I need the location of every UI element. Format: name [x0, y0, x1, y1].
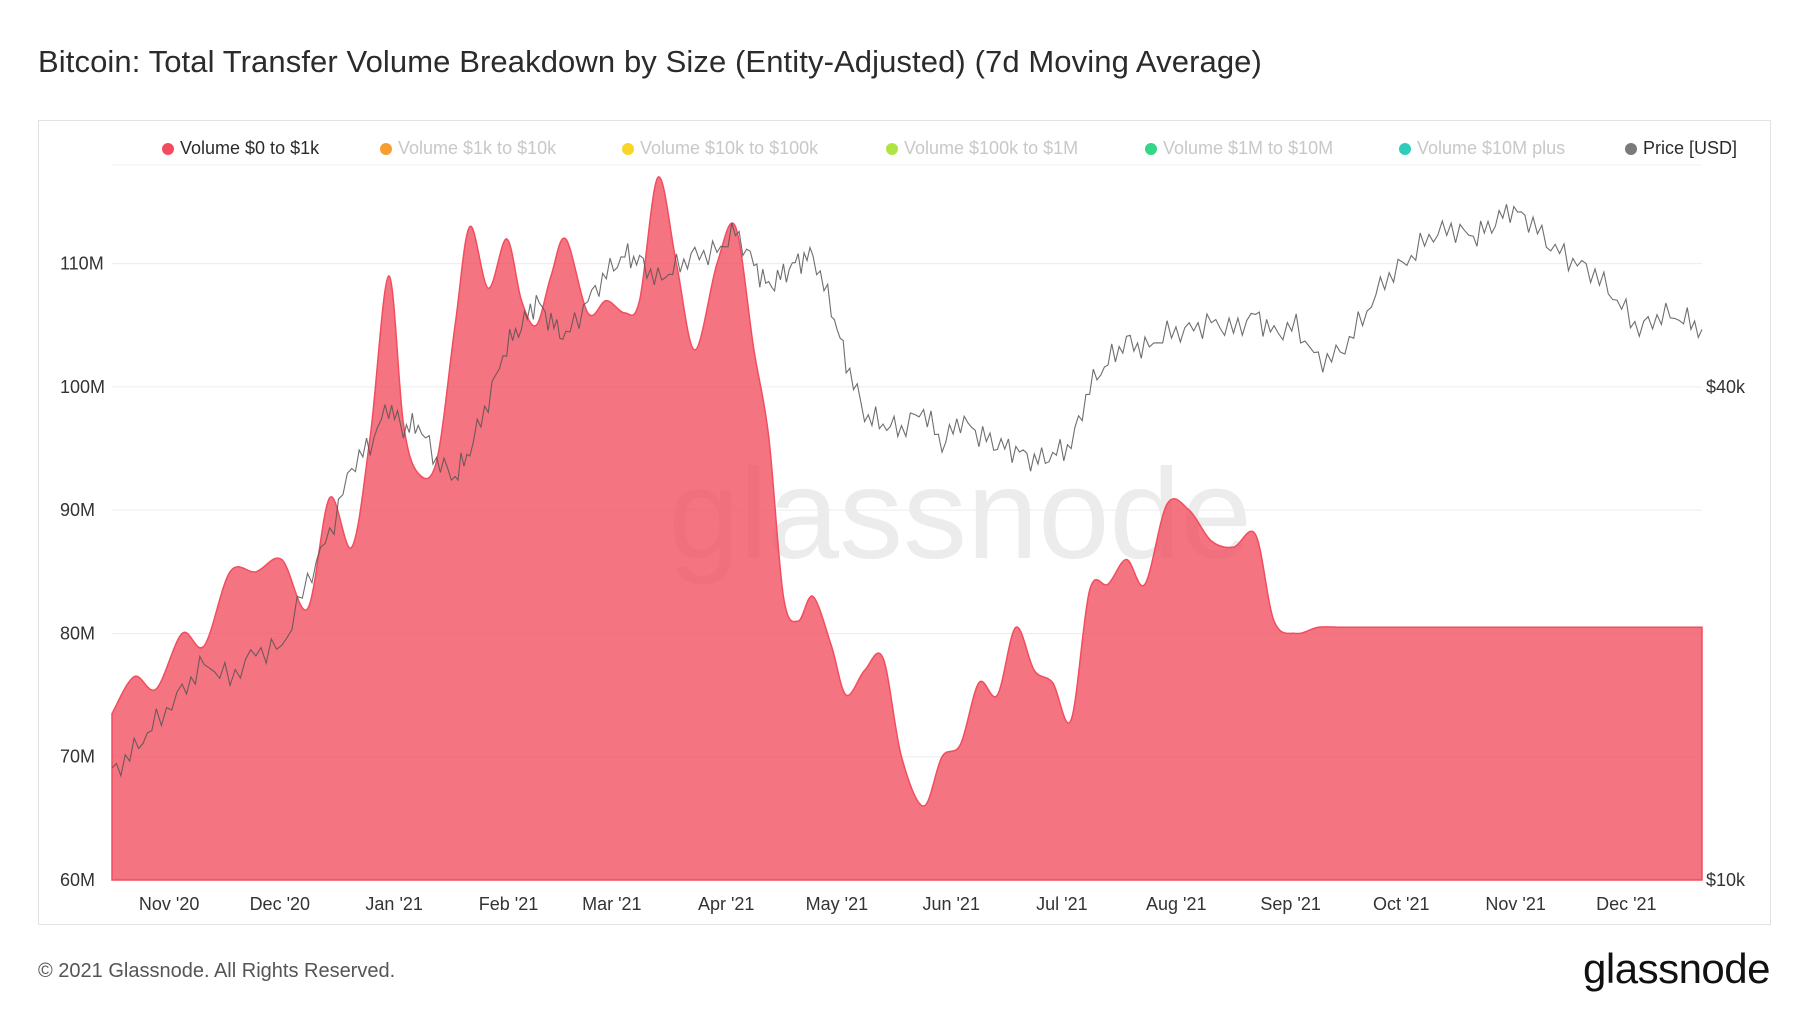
legend-dot-icon	[1145, 142, 1157, 155]
legend-dot-icon	[886, 142, 898, 155]
volume-0-1k-area	[111, 176, 1703, 881]
x-tick-label: May '21	[806, 894, 868, 914]
legend-label: Price [USD]	[1643, 138, 1738, 158]
copyright-text: © 2021 Glassnode. All Rights Reserved.	[38, 960, 396, 982]
chart-legend: Volume $0 to $1k Volume $1k to $10k Volu…	[0, 138, 1800, 162]
legend-item-vol-10k-100k[interactable]: Volume $10k to $100k	[622, 138, 818, 159]
y-axis-left: 60M 70M 80M 90M 100M 110M	[60, 254, 105, 890]
x-tick-label: Mar '21	[582, 894, 641, 914]
y-tick-label: 80M	[60, 623, 95, 643]
x-tick-label: Dec '21	[1596, 894, 1656, 914]
y-tick-label: 110M	[60, 254, 104, 274]
x-tick-label: Nov '20	[139, 894, 199, 914]
x-tick-label: Jan '21	[365, 894, 422, 914]
volume-area-layer	[111, 176, 1703, 881]
x-tick-label: Nov '21	[1485, 894, 1545, 914]
x-tick-label: Oct '21	[1373, 894, 1429, 914]
legend-item-price[interactable]: Price [USD]	[1625, 138, 1737, 159]
x-tick-label: Dec '20	[250, 894, 310, 914]
legend-label: Volume $1k to $10k	[398, 138, 557, 158]
legend-item-vol-100k-1m[interactable]: Volume $100k to $1M	[886, 138, 1078, 159]
x-tick-label: Aug '21	[1146, 894, 1207, 914]
y-axis-right: $10k $40k	[1706, 377, 1746, 890]
chart-title: Bitcoin: Total Transfer Volume Breakdown…	[38, 44, 1262, 79]
x-tick-label: Jun '21	[922, 894, 979, 914]
y-tick-label: 70M	[60, 747, 95, 767]
x-tick-label: Sep '21	[1260, 894, 1321, 914]
legend-dot-icon	[1399, 142, 1411, 155]
legend-dot-icon	[1625, 142, 1637, 155]
legend-label: Volume $0 to $1k	[180, 138, 320, 158]
brand-logo: glassnode	[1583, 945, 1770, 992]
x-tick-label: Feb '21	[479, 894, 538, 914]
legend-label: Volume $1M to $10M	[1163, 138, 1334, 158]
legend-dot-icon	[380, 142, 392, 155]
legend-dot-icon	[162, 142, 174, 155]
y-tick-label: 90M	[60, 500, 95, 520]
y-right-tick-label: $10k	[1706, 870, 1746, 890]
legend-label: Volume $100k to $1M	[904, 138, 1079, 158]
legend-item-vol-0-1k[interactable]: Volume $0 to $1k	[162, 138, 319, 159]
y-tick-label: 100M	[60, 377, 105, 397]
y-right-tick-label: $40k	[1706, 377, 1746, 397]
legend-label: Volume $10k to $100k	[640, 138, 819, 158]
x-tick-label: Jul '21	[1036, 894, 1087, 914]
chart-panel	[38, 120, 1771, 925]
legend-item-vol-10m-plus[interactable]: Volume $10M plus	[1399, 138, 1565, 159]
legend-item-vol-1m-10m[interactable]: Volume $1M to $10M	[1145, 138, 1333, 159]
legend-dot-icon	[622, 142, 634, 155]
legend-item-vol-1k-10k[interactable]: Volume $1k to $10k	[380, 138, 556, 159]
price-line-layer	[111, 204, 1703, 778]
x-tick-label: Apr '21	[698, 894, 754, 914]
legend-label: Volume $10M plus	[1417, 138, 1566, 158]
x-axis: Nov '20 Dec '20 Jan '21 Feb '21 Mar '21 Apr '…	[139, 894, 1657, 914]
price-usd-line	[111, 204, 1703, 778]
y-tick-label: 60M	[60, 870, 95, 890]
